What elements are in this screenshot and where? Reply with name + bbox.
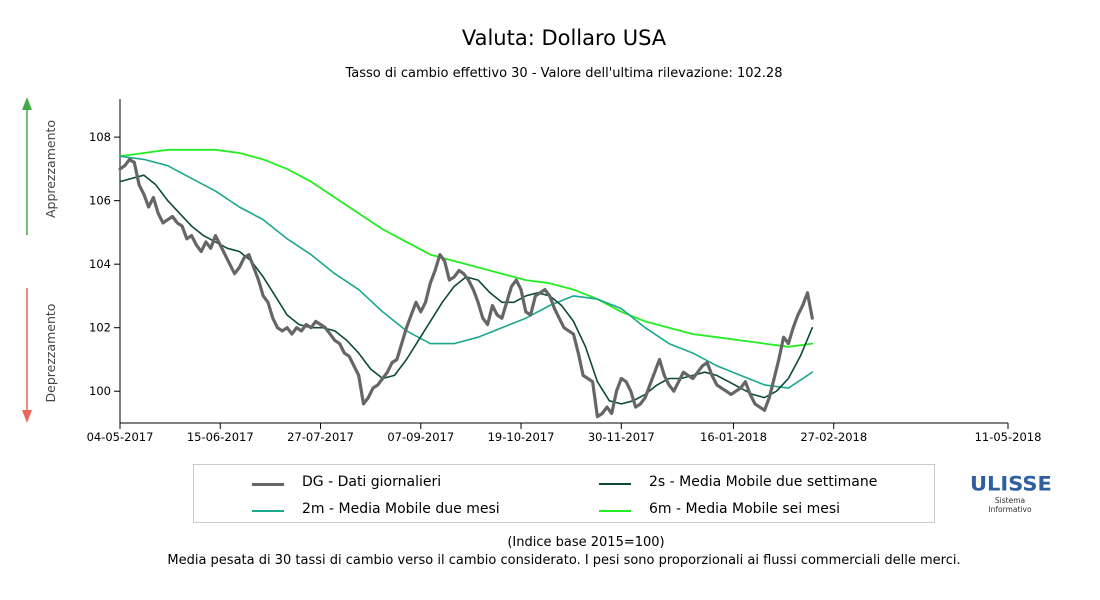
legend-swatch-6m [599, 510, 631, 512]
y-tick-label: 106 [89, 194, 111, 208]
logo-wordmark: ULISSE [970, 472, 1052, 496]
index-base-note: (Indice base 2015=100) [507, 535, 665, 550]
legend-label-6m: 6m - Media Mobile sei mesi [649, 501, 841, 517]
logo-line2: Informativo [988, 505, 1032, 514]
side-labels: Apprezzamento Deprezzamento [22, 97, 58, 423]
up-arrowhead [22, 97, 32, 110]
legend-label-2s: 2s - Media Mobile due settimane [649, 474, 878, 490]
x-tick-label: 27-07-2017 [287, 430, 354, 444]
footer-description: Media pesata di 30 tassi di cambio verso… [167, 553, 961, 568]
side-label-down: Deprezzamento [43, 304, 58, 403]
chart-subtitle: Tasso di cambio effettivo 30 - Valore de… [345, 66, 783, 81]
x-tick-label: 04-05-2017 [87, 430, 154, 444]
series-line-2 [119, 155, 814, 389]
series-line-3 [119, 148, 814, 348]
x-tick-label: 07-09-2017 [387, 430, 454, 444]
x-tick-label: 11-05-2018 [975, 430, 1042, 444]
legend-swatch-2s [599, 483, 631, 485]
side-label-up: Apprezzamento [43, 120, 58, 218]
logo-line1: Sistema [994, 496, 1026, 505]
x-tick-label: 27-02-2018 [800, 430, 867, 444]
legend-label-dg: DG - Dati giornalieri [302, 474, 442, 490]
y-tick-label: 100 [89, 384, 111, 398]
legend: DG - Dati giornalieri 2s - Media Mobile … [193, 464, 935, 523]
down-arrowhead [22, 410, 32, 423]
series-layer [118, 148, 814, 419]
legend-label-2m: 2m - Media Mobile due mesi [302, 501, 500, 517]
ulisse-logo: ULISSE Sistema Informativo [970, 472, 1052, 514]
x-tick-label: 15-06-2017 [187, 430, 254, 444]
series-line-0 [118, 157, 814, 419]
x-tick-label: 16-01-2018 [700, 430, 767, 444]
chart-axes: 100 102 104 106 108 04-05-2017 15-06-2017 27-07… [87, 99, 1042, 444]
legend-swatch-dg [252, 483, 284, 486]
chart-title: Valuta: Dollaro USA [461, 26, 667, 50]
x-tick-label: 30-11-2017 [588, 430, 655, 444]
legend-swatch-2m [252, 510, 284, 512]
y-tick-label: 108 [89, 130, 111, 144]
y-tick-label: 104 [89, 257, 111, 271]
y-tick-label: 102 [89, 321, 111, 335]
x-tick-label: 19-10-2017 [488, 430, 555, 444]
